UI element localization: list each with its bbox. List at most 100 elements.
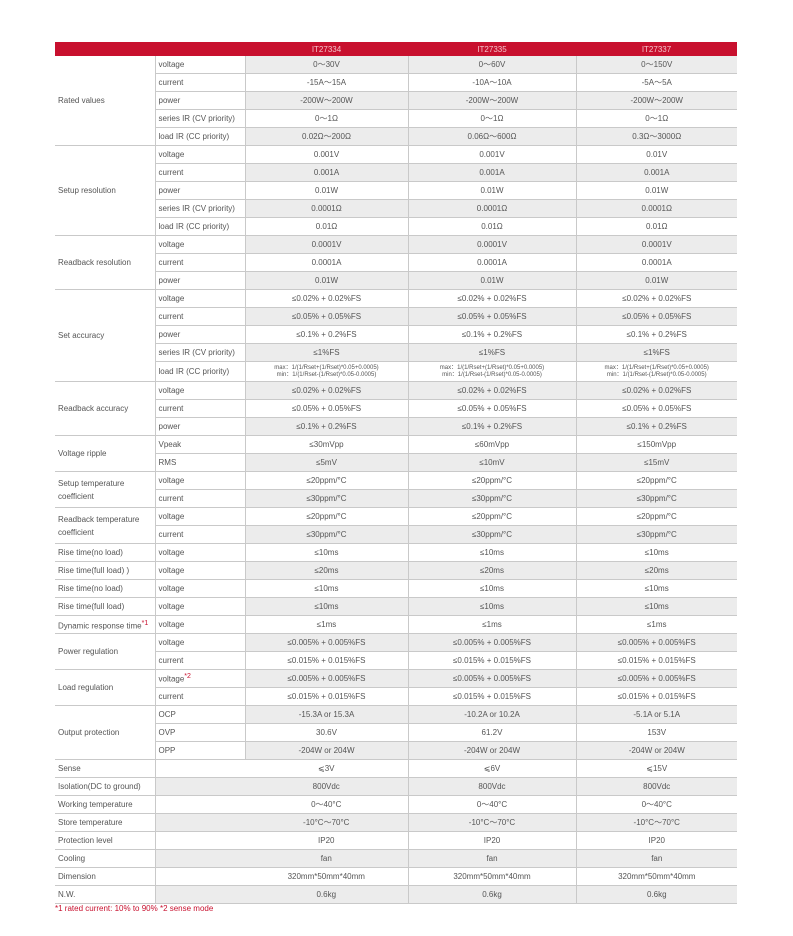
value-cell: ≤30ppm/°C: [576, 525, 737, 544]
table-row: Dynamic response time*1 voltage ≤1ms ≤1ms ≤1…: [55, 615, 737, 634]
parameter-label-text: series IR (CV priority): [158, 204, 235, 213]
value-cell: ⩽3V: [245, 759, 409, 778]
parameter-label: voltage: [155, 235, 246, 254]
blank-cell: [155, 831, 245, 850]
table-row: current 0.0001A 0.0001A 0.0001A: [55, 253, 737, 272]
value-cell: ≤10ms: [245, 579, 409, 598]
parameter-label: voltage: [155, 543, 246, 562]
value-cell: ≤0.015% + 0.015%FS: [245, 687, 409, 706]
group-label: Setup resolution: [55, 145, 156, 236]
parameter-label-text: voltage: [158, 674, 185, 684]
parameter-label-text: voltage: [158, 512, 185, 521]
blank-cell: [155, 777, 245, 796]
group-label: Load regulation: [55, 669, 156, 706]
parameter-label: voltage: [155, 471, 246, 490]
value-cell: 0.6kg: [576, 885, 737, 904]
parameter-label: power: [155, 181, 246, 200]
value-cell: fan: [408, 849, 577, 868]
value-cell: ≤0.1% + 0.2%FS: [408, 417, 577, 436]
parameter-label: voltage: [155, 633, 246, 652]
value-cell: 800Vdc: [576, 777, 737, 796]
table-row: Sense ⩽3V ⩽6V ⩽15V: [55, 759, 737, 778]
table-row: current ≤30ppm/°C ≤30ppm/°C ≤30ppm/°C: [55, 525, 737, 544]
value-cell: 0～40°C: [245, 795, 409, 814]
parameter-label-text: current: [158, 692, 184, 701]
value-cell: 0.0001V: [576, 235, 737, 254]
value-cell: 0.0001Ω: [408, 199, 577, 218]
blank-cell: [155, 759, 245, 778]
parameter-label: series IR (CV priority): [155, 343, 246, 362]
table-row: Working temperature 0～40°C 0～40°C 0～40°C: [55, 795, 737, 814]
value-cell: -204W or 204W: [245, 741, 409, 760]
value-cell: 0.001A: [245, 163, 409, 182]
value-cell: ≤0.015% + 0.015%FS: [245, 651, 409, 670]
value-cell: 0.001A: [408, 163, 577, 182]
table-row: N.W. 0.6kg 0.6kg 0.6kg: [55, 885, 737, 904]
parameter-label-text: power: [158, 330, 181, 339]
value-cell: ≤10ms: [408, 579, 577, 598]
table-row: series IR (CV priority) 0～1Ω 0～1Ω 0～1Ω: [55, 109, 737, 128]
value-cell: -200W～200W: [245, 91, 409, 110]
value-cell: ≤1ms: [408, 615, 577, 634]
footnote-marker: *2: [184, 673, 191, 681]
parameter-label-text: OCP: [158, 710, 176, 719]
table-row: Protection level IP20 IP20 IP20: [55, 831, 737, 850]
value-cell: ≤20ms: [408, 561, 577, 580]
parameter-label: voltage: [155, 289, 246, 308]
value-cell: ≤30ppm/°C: [245, 525, 409, 544]
parameter-label-text: voltage: [158, 60, 185, 69]
parameter-label-text: voltage: [158, 294, 185, 303]
group-label-text: Setup resolution: [58, 186, 116, 195]
value-cell: ≤10ms: [408, 597, 577, 616]
parameter-label: voltage: [155, 507, 246, 526]
parameter-label: voltage: [155, 579, 246, 598]
group-label: Rated values: [55, 56, 156, 146]
group-label-text: Dynamic response time: [58, 621, 142, 631]
value-cell: -10A～10A: [408, 73, 577, 92]
parameter-label: voltage: [155, 145, 246, 164]
value-cell: 0.01Ω: [408, 217, 577, 236]
table-row: load IR (CC priority) 0.01Ω 0.01Ω 0.01Ω: [55, 217, 737, 236]
table-row: current 0.001A 0.001A 0.001A: [55, 163, 737, 182]
value-cell: ≤15mV: [576, 453, 737, 472]
parameter-label-text: voltage: [158, 240, 185, 249]
value-cell: ≤20ppm/°C: [408, 471, 577, 490]
group-label-text: Load regulation: [58, 683, 114, 692]
parameter-label-text: load IR (CC priority): [158, 222, 230, 231]
value-cell: 0.01Ω: [245, 217, 409, 236]
row-label: Dimension: [55, 867, 156, 886]
value-cell: 0.0001A: [408, 253, 577, 272]
group-label-text: Voltage ripple: [58, 449, 107, 458]
parameter-label: power: [155, 271, 246, 290]
value-cell: 0.02Ω～200Ω: [245, 127, 409, 146]
value-cell: ≤20ppm/°C: [576, 471, 737, 490]
parameter-label: current: [155, 525, 246, 544]
value-cell: ≤0.05% + 0.05%FS: [245, 399, 409, 418]
value-cell: ≤0.005% + 0.005%FS: [408, 633, 577, 652]
value-cell: 0.001A: [576, 163, 737, 182]
parameter-label-text: current: [158, 258, 184, 267]
value-cell: ≤0.015% + 0.015%FS: [408, 651, 577, 670]
value-cell: ≤0.02% + 0.02%FS: [576, 289, 737, 308]
table-row: OVP 30.6V 61.2V 153V: [55, 723, 737, 742]
value-cell: -204W or 204W: [576, 741, 737, 760]
value-cell: ≤0.015% + 0.015%FS: [576, 687, 737, 706]
value-cell: ≤10ms: [576, 579, 737, 598]
value-cell: ≤10ms: [245, 543, 409, 562]
value-cell: 0.01W: [408, 271, 577, 290]
parameter-label-text: current: [158, 78, 184, 87]
value-cell: 0.6kg: [245, 885, 409, 904]
parameter-label-text: current: [158, 312, 184, 321]
group-label: Readback accuracy: [55, 381, 156, 436]
value-cell: -204W or 204W: [408, 741, 577, 760]
parameter-label: OCP: [155, 705, 246, 724]
value-cell: ≤1ms: [245, 615, 409, 634]
value-cell: IP20: [576, 831, 737, 850]
value-cell: 0.0001Ω: [245, 199, 409, 218]
group-label: Power regulation: [55, 633, 156, 670]
group-label-text: Readback accuracy: [58, 404, 129, 413]
table-row: Rise time(no load) voltage ≤10ms ≤10ms ≤10ms: [55, 543, 737, 562]
parameter-label-text: current: [158, 404, 184, 413]
value-cell: 0.01W: [245, 271, 409, 290]
group-label: Rise time(no load): [55, 579, 156, 598]
